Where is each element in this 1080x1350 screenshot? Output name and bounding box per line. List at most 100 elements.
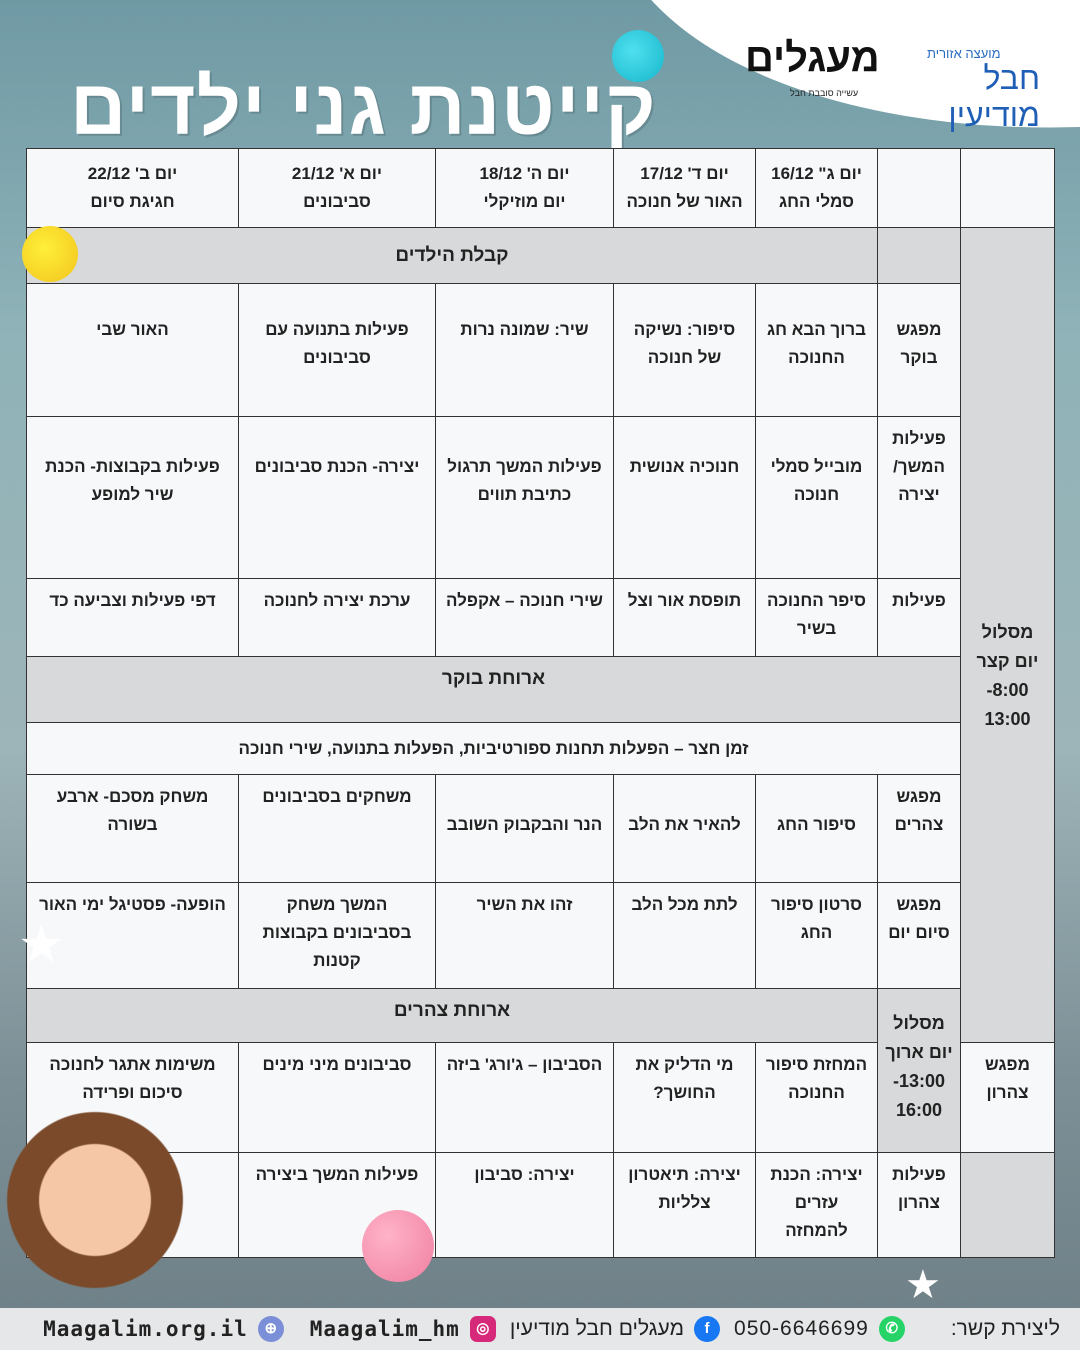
lunch-row: מסלול יום ארוך 13:00- 16:00 ארוחת צהרים [26, 988, 1055, 1153]
route-header-cell [960, 148, 1055, 228]
footer-contact-bar: ליצירת קשר: ✆ 050-6646699 f מעגלים חבל מ… [0, 1308, 1080, 1350]
star-icon: ★ [18, 916, 65, 974]
day-date: יום א' 21/12 [291, 164, 383, 183]
row-label: מפגש סיום יום [877, 882, 961, 989]
activity-cell: תופסת אור וצל [613, 578, 756, 657]
day-date: יום ד' 17/12 [640, 164, 729, 183]
facebook-link[interactable]: מעגלים חבל מודיעין [509, 1317, 685, 1340]
website-link[interactable]: Maagalim.org.il [43, 1317, 248, 1341]
route-name: יום קצר [976, 651, 1039, 671]
contact-label: ליצירת קשר: [950, 1317, 1060, 1340]
activity-cell: סרטון סיפור החג [755, 882, 878, 989]
activity-cell: יצירה: תיאטרון צלליות [613, 1152, 756, 1258]
activity-cell: פעילות בקבוצות- הכנת שיר למופע [26, 416, 239, 579]
instagram-link[interactable]: Maagalim_hm [309, 1317, 460, 1341]
day-theme: האור של חנוכה [626, 192, 743, 211]
recess-band: זמן חצר – הפעלות תחנות ספורטיביות, הפעלו… [26, 722, 961, 775]
day-theme: סביבונים [303, 192, 371, 211]
empty-cell [877, 227, 961, 284]
activity-cell: הופעה- פסטיגל ימי האור [26, 882, 239, 989]
activity-cell: ערכת יצירה לחנוכה [238, 578, 436, 657]
activity-cell: סיפור החג [755, 774, 878, 883]
recess-row: זמן חצר – הפעלות תחנות ספורטיביות, הפעלו… [26, 722, 1055, 775]
day-date: יום ה' 18/12 [479, 164, 570, 183]
route-label: מסלול [893, 1013, 945, 1033]
maagalim-logo-text: מעגלים [745, 36, 880, 80]
smiley-sun-icon [22, 226, 78, 282]
phone-number[interactable]: 050-6646699 [734, 1317, 869, 1340]
reception-band: קבלת הילדים [26, 227, 878, 284]
activity-cell: סביבונים מיני מינים [238, 1042, 436, 1153]
activity-cell: משחק מסכם- ארבע בשורה [26, 774, 239, 883]
smiley-sun-icon [612, 30, 664, 82]
day-header: יום ה' 18/12 יום מוזיקלי [435, 148, 614, 228]
day-date: יום ב' 22/12 [87, 164, 178, 183]
activity-cell: יצירה- הכנת סביבונים [238, 416, 436, 579]
day-theme: יום מוזיקלי [483, 192, 566, 211]
route-time-start: 8:00- [986, 680, 1029, 700]
day-header: יום ג" 16/12 סמלי החג [755, 148, 878, 228]
activity-cell: משחקים בסביבונים [238, 774, 436, 883]
activity-cell: סיפור: נשיקה של חנוכה [613, 283, 756, 417]
short-route-cell: מסלול יום קצר 8:00- 13:00 [960, 227, 1055, 1043]
maagalim-logo-subtitle: עשייה סובבת חבל [790, 88, 859, 98]
empty-cell [960, 1152, 1055, 1258]
star-icon: ★ [905, 1263, 941, 1307]
schedule-row: פעילות המשך/ יצירה מובייל סמלי חנוכה חנו… [26, 416, 1055, 579]
schedule-row: מפגש סיום יום סרטון סיפור החג לתת מכל הל… [26, 882, 1055, 989]
header-row: יום ג" 16/12 סמלי החג יום ד' 17/12 האור של… [26, 148, 1055, 228]
council-logo-top: מועצה אזורית [927, 46, 1001, 61]
council-logo-text: חבל מודיעין [948, 60, 1040, 133]
schedule-table: יום ג" 16/12 סמלי החג יום ד' 17/12 האור של… [26, 148, 1055, 1258]
activity-cell: ברוך הבא חג החנוכה [755, 283, 878, 417]
activity-cell: זהו את השיר [435, 882, 614, 989]
route-time-end: 13:00 [984, 709, 1031, 729]
schedule-row: מפגש צהרון המחזת סיפור החנוכה מי הדליק א… [26, 1042, 1055, 1153]
child-illustration [0, 1110, 190, 1310]
row-label: מפגש צהרים [877, 774, 961, 883]
activity-cell: המשך משחק בסביבונים בקבוצות קטנות [238, 882, 436, 989]
row-label: פעילות [877, 578, 961, 657]
maagalim-logo: מעגלים עשייה סובבת חבל [745, 18, 895, 100]
activity-cell: פעילות המשך תרגול כתיבת תווים [435, 416, 614, 579]
activity-cell: הסביבון – ג'ורג' ביזה [435, 1042, 614, 1153]
activity-cell: יצירה: סביבון [435, 1152, 614, 1258]
activity-cell: מובייל סמלי חנוכה [755, 416, 878, 579]
whatsapp-icon[interactable]: ✆ [878, 1316, 905, 1342]
instagram-icon[interactable]: ◎ [469, 1316, 496, 1342]
route-name: יום ארוך [885, 1042, 953, 1062]
reception-row: מסלול יום קצר 8:00- 13:00 קבלת הילדים [26, 227, 1055, 1043]
breakfast-row: ארוחת בוקר [26, 656, 1055, 723]
pink-smiley-ball-icon [362, 1210, 434, 1282]
globe-icon[interactable]: ⊕ [257, 1316, 284, 1342]
schedule-row: פעילות סיפר החנוכה בשיר תופסת אור וצל שי… [26, 578, 1055, 657]
lunch-band: ארוחת צהרים [26, 988, 878, 1043]
day-header: יום ד' 17/12 האור של חנוכה [613, 148, 756, 228]
day-theme: חגיגת סיום [90, 192, 175, 211]
council-logo: מועצה אזורית חבל מודיעין [895, 12, 1040, 133]
route-label: מסלול [981, 622, 1034, 642]
row-label: פעילות צהרון [877, 1152, 961, 1258]
day-header: יום ב' 22/12 חגיגת סיום [26, 148, 239, 228]
activity-cell: סיפר החנוכה בשיר [755, 578, 878, 657]
activity-cell: דפי פעילות וצביעה כד [26, 578, 239, 657]
activity-cell: יצירה: הכנת עזרים להמחזה [755, 1152, 878, 1258]
facebook-icon[interactable]: f [694, 1316, 721, 1342]
activity-cell: פעילות בתנועה עם סביבונים [238, 283, 436, 417]
activity-cell: חנוכיה אנושית [613, 416, 756, 579]
row-label: מפגש בוקר [877, 283, 961, 417]
day-theme: סמלי החג [779, 192, 854, 211]
row-label: מפגש צהרון [960, 1042, 1055, 1153]
long-route-cell: מסלול יום ארוך 13:00- 16:00 [877, 988, 961, 1153]
activity-cell: האור שבי [26, 283, 239, 417]
page-title: קייטנת גני ילדים [70, 63, 657, 151]
activity-cell: שירי חנוכה – אקפלה [435, 578, 614, 657]
activity-cell: מי הדליק את החושך? [613, 1042, 756, 1153]
route-time-end: 16:00 [895, 1100, 943, 1120]
activity-cell: הנר והבקבוק השובב [435, 774, 614, 883]
activity-cell: המחזת סיפור החנוכה [755, 1042, 878, 1153]
activity-cell: להאיר את הלב [613, 774, 756, 883]
breakfast-band: ארוחת בוקר [26, 656, 961, 723]
activity-cell: לתת מכל הלב [613, 882, 756, 989]
schedule-row: מפגש בוקר ברוך הבא חג החנוכה סיפור: נשיק… [26, 283, 1055, 417]
